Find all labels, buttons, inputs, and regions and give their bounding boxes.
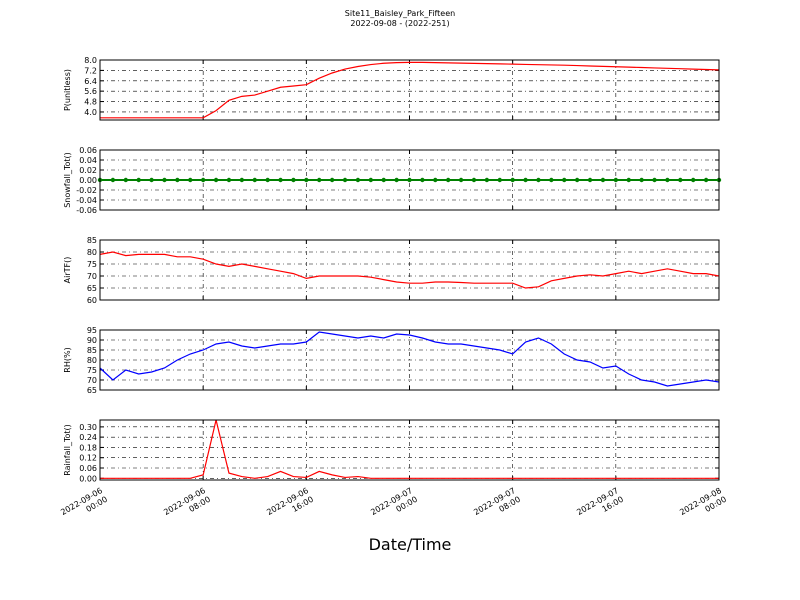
y-tick-label: 0.04 — [79, 156, 97, 165]
data-point — [613, 177, 619, 183]
data-point — [394, 177, 399, 183]
data-point — [304, 177, 309, 183]
y-tick-label: 60 — [87, 296, 97, 305]
data-point — [691, 177, 696, 183]
y-tick-label: 5.6 — [84, 87, 97, 96]
data-point — [471, 177, 477, 183]
y-tick-label: 70 — [87, 376, 97, 385]
y-tick-label: 0.24 — [79, 433, 97, 442]
data-point — [110, 177, 116, 183]
y-tick-label: 0.06 — [79, 464, 97, 473]
y-tick-label: 95 — [87, 326, 97, 335]
data-point — [458, 177, 464, 183]
data-point — [381, 177, 386, 183]
y-axis-label: Rainfall_Tot() — [63, 424, 72, 476]
data-line — [100, 61, 720, 119]
y-tick-label: 90 — [87, 336, 97, 345]
data-line — [100, 419, 719, 479]
y-tick-label: 65 — [87, 386, 97, 395]
data-line — [99, 331, 720, 387]
data-point — [587, 177, 593, 183]
data-point — [317, 177, 322, 183]
data-point — [523, 177, 528, 183]
y-tick-label: 80 — [87, 356, 97, 365]
y-axis-label: AirTF() — [63, 257, 72, 284]
data-point — [226, 177, 232, 183]
data-point — [549, 177, 554, 183]
chart-title: Site11_Baisley_Park_Fifteen — [345, 9, 455, 18]
data-point — [213, 177, 219, 183]
x-axis-label: Date/Time — [369, 535, 452, 554]
data-point — [329, 177, 335, 183]
data-line — [99, 251, 720, 289]
plot-frame — [99, 239, 720, 301]
y-tick-label: 6.4 — [84, 77, 97, 86]
data-point — [433, 177, 438, 183]
data-point — [162, 177, 167, 183]
y-tick-label: 0.06 — [79, 146, 97, 155]
y-tick-label: -0.04 — [76, 196, 97, 205]
data-point — [510, 177, 515, 183]
data-point — [420, 177, 425, 183]
data-point — [278, 177, 283, 183]
chart-subtitle: 2022-09-08 - (2022-251) — [350, 19, 449, 28]
data-point — [136, 177, 141, 183]
y-tick-label: 7.2 — [84, 66, 97, 75]
data-point — [291, 177, 296, 183]
y-tick-label: 65 — [87, 284, 97, 293]
data-point — [678, 177, 683, 183]
data-point — [188, 177, 193, 183]
y-tick-label: 0.02 — [79, 166, 97, 175]
y-tick-label: -0.02 — [76, 186, 97, 195]
data-point — [574, 177, 580, 183]
y-tick-label: 0.00 — [79, 474, 97, 483]
data-point — [342, 177, 348, 183]
y-tick-label: 70 — [87, 272, 97, 281]
data-point — [665, 177, 670, 183]
y-tick-label: 0.30 — [79, 423, 97, 432]
y-tick-label: 85 — [87, 346, 97, 355]
y-tick-label: 75 — [87, 260, 97, 269]
plot-frame — [99, 59, 720, 121]
data-point — [123, 177, 128, 183]
y-axis-label: RH(%) — [63, 347, 72, 372]
data-point — [484, 177, 490, 183]
data-point — [600, 177, 606, 183]
data-point — [445, 177, 451, 183]
y-tick-label: 8.0 — [84, 56, 97, 65]
y-tick-label: -0.06 — [76, 206, 97, 215]
plot-frame — [99, 419, 720, 481]
data-point — [536, 177, 541, 183]
data-point — [200, 177, 206, 183]
y-axis-label: Snowfall_Tot() — [63, 152, 72, 208]
y-tick-label: 80 — [87, 248, 97, 257]
y-tick-label: 4.0 — [84, 108, 97, 117]
data-point — [407, 177, 412, 183]
plot-frame — [99, 149, 720, 211]
data-point — [149, 177, 154, 183]
data-point — [626, 177, 631, 183]
data-point — [239, 177, 245, 183]
y-tick-label: 0.12 — [79, 454, 97, 463]
data-point — [497, 177, 502, 183]
y-tick-label: 85 — [87, 236, 97, 245]
data-point — [639, 177, 644, 183]
y-tick-label: 0.18 — [79, 443, 97, 452]
data-point — [652, 177, 657, 183]
y-tick-label: 4.8 — [84, 98, 97, 107]
y-tick-label: 0.00 — [79, 176, 97, 185]
data-point — [562, 177, 567, 183]
data-point — [368, 177, 374, 183]
y-tick-label: 75 — [87, 366, 97, 375]
data-point — [703, 177, 709, 183]
data-point — [175, 177, 180, 183]
data-point — [252, 177, 257, 183]
plot-frame — [99, 329, 720, 391]
data-point — [265, 177, 270, 183]
y-axis-label: P(unitless) — [63, 69, 72, 111]
data-point — [355, 177, 361, 183]
